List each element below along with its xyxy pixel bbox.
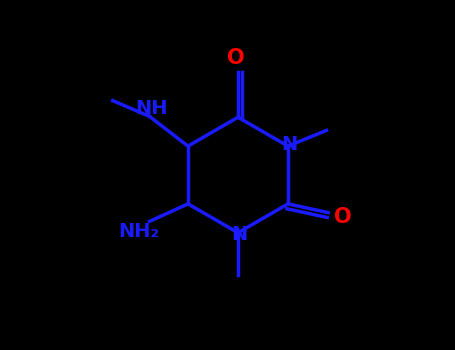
Text: NH₂: NH₂ xyxy=(118,222,160,241)
Text: N: N xyxy=(282,135,298,154)
Text: O: O xyxy=(334,207,352,227)
Text: N: N xyxy=(232,225,248,244)
Text: O: O xyxy=(228,48,245,69)
Text: NH: NH xyxy=(135,99,167,118)
